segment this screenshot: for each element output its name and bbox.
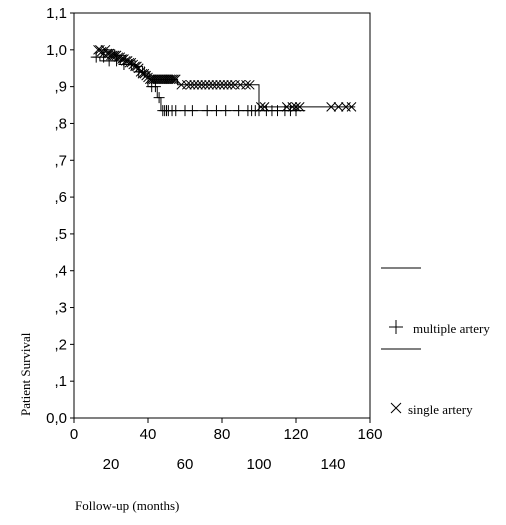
censor-mark-single-artery: [211, 79, 222, 90]
censor-mark-single-artery: [107, 50, 118, 61]
censor-mark-single-artery: [193, 79, 203, 90]
censor-mark-multiple-artery: [210, 105, 222, 117]
x-tick-label-secondary: 100: [246, 456, 271, 473]
single-artery-survival-line: [98, 49, 356, 108]
series-markers: [90, 44, 357, 117]
censor-mark-single-artery: [326, 102, 337, 112]
censor-mark-multiple-artery: [153, 92, 165, 104]
censor-mark-single-artery: [204, 79, 214, 90]
legend-x-glyph: [390, 402, 402, 414]
censor-mark-single-artery: [259, 102, 270, 112]
censor-mark-single-artery: [196, 79, 207, 90]
plot-border: [73, 12, 371, 419]
censor-mark-single-artery: [294, 102, 305, 112]
x-tick-label: 160: [357, 426, 382, 443]
series-lines: [92, 49, 356, 112]
censor-mark-single-artery: [287, 102, 298, 112]
censor-mark-multiple-artery: [220, 105, 232, 117]
censor-mark-multiple-artery: [201, 105, 213, 117]
legend-label-single-artery: single artery: [408, 402, 473, 417]
x-tick-label: 0: [70, 426, 78, 443]
y-tick-label: ,4: [54, 263, 67, 280]
censor-mark-single-artery: [189, 79, 200, 90]
censor-mark-single-artery: [222, 79, 233, 90]
censor-mark-single-artery: [185, 79, 196, 90]
x-tick-label-secondary: 20: [103, 456, 120, 473]
censor-mark-single-artery: [241, 79, 251, 90]
censor-mark-single-artery: [169, 74, 179, 85]
censor-mark-single-artery: [167, 74, 177, 85]
legend-label-multiple-artery: multiple artery: [413, 321, 490, 336]
y-tick-label: ,1: [54, 373, 67, 390]
censor-mark-single-artery: [255, 102, 266, 112]
legend-plus-glyph: [389, 320, 403, 334]
censor-mark-single-artery: [244, 79, 255, 90]
censor-mark-multiple-artery: [186, 105, 198, 117]
y-tick-label: ,5: [54, 226, 67, 243]
y-tick-label: 0,0: [46, 410, 67, 427]
y-axis-ticks: 0,0 ,1 ,2 ,3 ,4 ,5 ,6 ,7 ,8 ,9 1,0 1,1: [46, 5, 74, 427]
x-axis-title: Follow-up (months): [75, 498, 179, 513]
censor-mark-single-artery: [346, 102, 357, 112]
x-axis-ticks: 0 40 80 120 160 20 60 100 140: [70, 418, 383, 473]
censor-mark-multiple-artery: [233, 105, 245, 117]
y-tick-label: 1,0: [46, 42, 67, 59]
censor-mark-single-artery: [181, 79, 192, 90]
y-tick-label: ,6: [54, 189, 67, 206]
censor-mark-single-artery: [226, 79, 237, 90]
censor-mark-single-artery: [200, 79, 211, 90]
y-tick-label: ,3: [54, 300, 67, 317]
y-axis-title: Patient Survival: [18, 332, 33, 416]
x-tick-label: 80: [214, 426, 231, 443]
y-tick-label: ,7: [54, 152, 67, 169]
x-tick-label-secondary: 60: [177, 456, 194, 473]
x-tick-label-secondary: 140: [320, 456, 345, 473]
legend-plus-marker: [389, 320, 403, 334]
plot-frame: [73, 12, 371, 419]
y-tick-label: ,9: [54, 79, 67, 96]
y-tick-label: 1,1: [46, 5, 67, 22]
x-tick-label: 120: [283, 426, 308, 443]
censor-mark-multiple-artery: [170, 105, 182, 117]
legend-x-marker: [390, 402, 402, 414]
censor-mark-single-artery: [207, 79, 218, 90]
legend: multiple artery single artery: [381, 267, 490, 417]
censor-mark-single-artery: [218, 79, 229, 90]
y-tick-label: ,8: [54, 115, 67, 132]
censor-mark-single-artery: [215, 79, 226, 90]
censor-mark-single-artery: [333, 102, 344, 112]
x-tick-label: 40: [140, 426, 157, 443]
censor-mark-single-artery: [291, 102, 301, 112]
y-tick-label: ,2: [54, 336, 67, 353]
